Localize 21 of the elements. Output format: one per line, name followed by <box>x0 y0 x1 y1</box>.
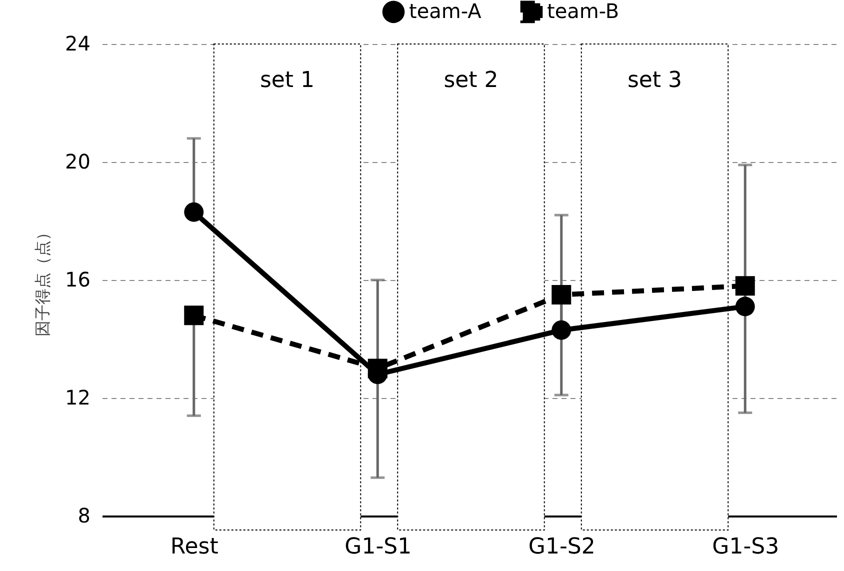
point <box>552 285 572 304</box>
y-tick-label: 8 <box>78 504 90 528</box>
y-tick-label: 20 <box>65 150 90 174</box>
point <box>735 276 755 296</box>
legend-label: team-A <box>409 0 482 23</box>
point <box>735 296 755 316</box>
point <box>184 306 204 326</box>
x-tick-label: G1-S3 <box>712 534 780 560</box>
band-label: set 1 <box>260 68 315 93</box>
y-tick-label: 16 <box>65 268 90 292</box>
x-tick-label: G1-S2 <box>528 534 596 560</box>
legend-label: team-B <box>547 0 620 23</box>
y-axis-title: 因子得点（点） <box>33 224 52 336</box>
band-label: set 3 <box>627 68 682 93</box>
x-tick-label: G1-S1 <box>344 534 412 560</box>
y-tick-label: 24 <box>65 32 90 56</box>
y-tick-label: 12 <box>65 386 90 410</box>
point <box>184 202 204 222</box>
x-tick-label: Rest <box>170 534 219 560</box>
point <box>552 320 572 340</box>
band-label: set 2 <box>444 68 498 93</box>
